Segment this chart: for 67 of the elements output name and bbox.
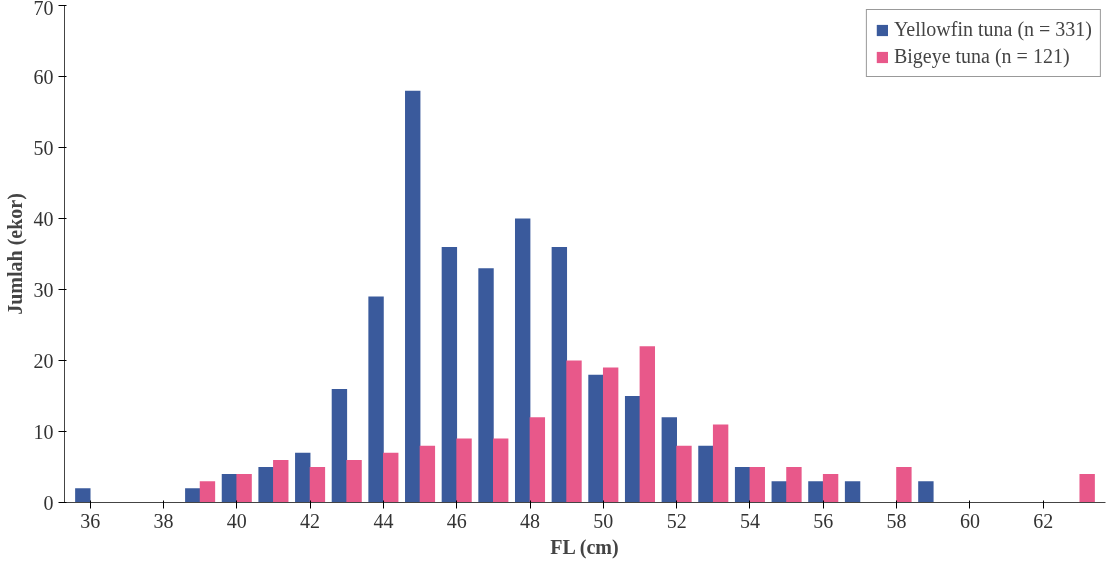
bar	[712, 424, 729, 503]
legend-label: Yellowfin tuna (n = 331)	[893, 18, 1092, 41]
x-tick-label: 58	[886, 509, 907, 532]
bar	[602, 367, 619, 503]
bar	[844, 481, 861, 503]
bar	[309, 467, 326, 503]
bar	[236, 474, 252, 503]
bar	[786, 467, 802, 503]
bar	[199, 481, 216, 503]
x-tick-label: 36	[80, 509, 101, 532]
x-tick-label: 52	[666, 509, 687, 532]
bar	[185, 488, 201, 503]
bar	[588, 374, 604, 503]
bar	[258, 467, 274, 503]
bar	[346, 459, 362, 503]
bar	[295, 452, 311, 503]
bar	[676, 445, 692, 503]
bar	[529, 417, 546, 503]
bar	[896, 467, 912, 503]
bar	[1079, 474, 1095, 503]
y-tick-label: 30	[33, 278, 54, 301]
bar	[551, 246, 568, 503]
x-tick-label: 54	[739, 509, 760, 532]
legend-label: Bigeye tuna (n = 121)	[893, 45, 1070, 68]
bar	[771, 481, 787, 503]
x-tick-label: 50	[593, 509, 614, 532]
y-tick-label: 10	[33, 420, 54, 443]
bar	[566, 360, 582, 503]
bar	[478, 268, 494, 503]
bar	[661, 417, 677, 503]
y-tick-label: 60	[33, 65, 54, 88]
x-tick-label: 56	[813, 509, 834, 532]
bar	[456, 438, 472, 503]
bar	[918, 481, 934, 503]
bar	[639, 346, 656, 503]
y-tick-label: 0	[43, 491, 54, 514]
bar	[514, 218, 531, 503]
bar	[698, 445, 714, 503]
bar	[368, 296, 384, 503]
x-tick-label: 48	[520, 509, 541, 532]
x-axis-title: FL (cm)	[550, 535, 619, 559]
x-tick-label: 62	[1033, 509, 1054, 532]
bar	[331, 388, 348, 503]
bar	[734, 467, 751, 503]
x-tick-label: 44	[373, 509, 394, 532]
bar	[493, 438, 509, 503]
x-tick-label: 42	[300, 509, 321, 532]
bar	[383, 452, 399, 503]
bar	[749, 467, 765, 503]
bar	[221, 474, 238, 503]
y-tick-label: 40	[33, 207, 54, 230]
bar	[405, 90, 421, 503]
bar	[808, 481, 824, 503]
y-tick-label: 20	[33, 349, 54, 372]
y-axis-title: Jumlah (ekor)	[3, 193, 27, 315]
y-tick-label: 50	[33, 136, 54, 159]
y-tick-label: 70	[33, 0, 54, 19]
bar	[624, 396, 641, 503]
bar	[441, 246, 458, 503]
x-tick-label: 40	[226, 509, 247, 532]
bar	[273, 459, 289, 503]
bar	[419, 445, 436, 503]
x-tick-label: 38	[153, 509, 174, 532]
x-tick-label: 46	[446, 509, 467, 532]
x-tick-label: 60	[959, 509, 980, 532]
bar	[822, 474, 839, 503]
bar	[75, 488, 91, 503]
